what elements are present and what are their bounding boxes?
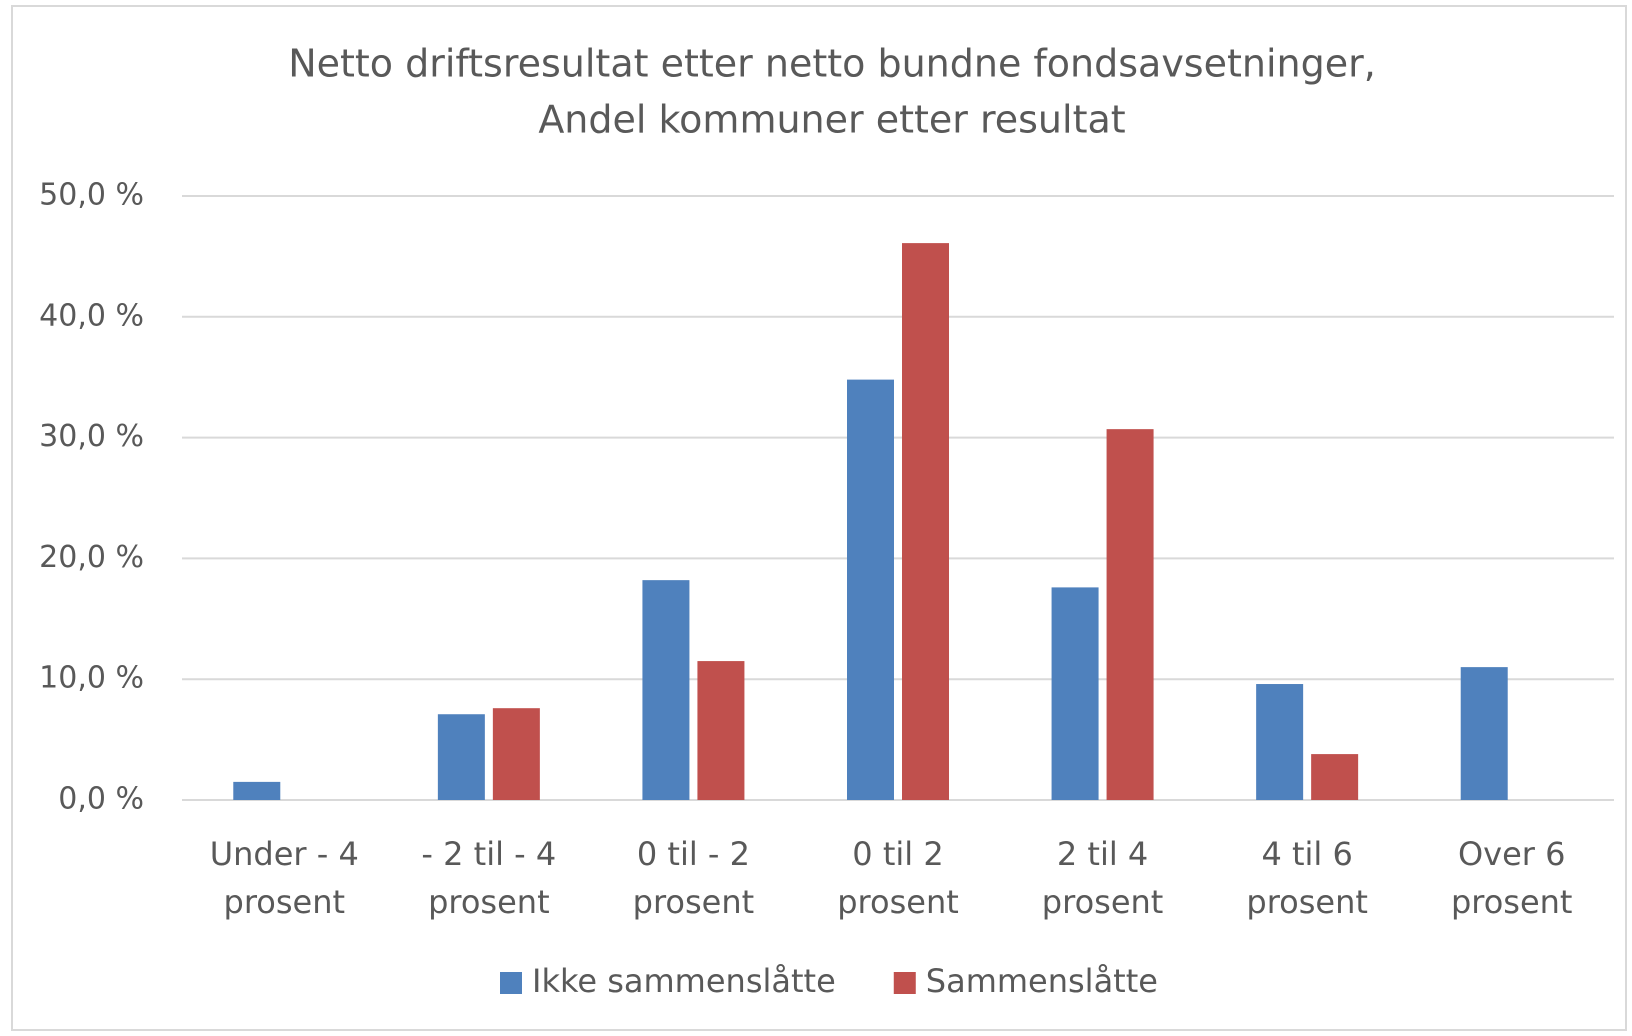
- bar: [902, 243, 949, 800]
- x-tick-label: Under - 4 prosent: [209, 835, 359, 921]
- chart-title: Netto driftsresultat etter netto bundne …: [288, 42, 1376, 86]
- x-tick-label: 2 til 4 prosent: [1041, 835, 1164, 921]
- chart-title: Andel kommuner etter resultat: [538, 98, 1125, 142]
- bar: [642, 580, 690, 800]
- y-tick-label: 0,0 %: [58, 782, 144, 817]
- x-tick-label: Over 6 prosent: [1450, 835, 1573, 921]
- x-tick-label: 4 til 6 prosent: [1246, 835, 1368, 921]
- legend-label: Sammenslåtte: [926, 962, 1158, 1000]
- legend-swatch: [500, 972, 522, 994]
- bar: [1106, 429, 1154, 800]
- x-tick-label: 0 til - 2 prosent: [632, 835, 755, 921]
- legend-swatch: [893, 972, 916, 994]
- bar: [1051, 587, 1099, 800]
- bar: [1256, 684, 1304, 800]
- bar: [437, 714, 485, 800]
- y-tick-label: 50,0 %: [39, 178, 144, 213]
- x-tick-label: - 2 til - 4 prosent: [421, 835, 557, 921]
- chart-border: [11, 5, 1627, 1031]
- bar: [847, 379, 894, 800]
- y-tick-label: 40,0 %: [39, 298, 144, 333]
- y-tick-label: 10,0 %: [39, 661, 144, 696]
- bar: [1460, 667, 1508, 800]
- y-tick-label: 30,0 %: [39, 419, 144, 454]
- x-tick-label: 0 til 2 prosent: [837, 835, 959, 921]
- bar: [697, 661, 745, 800]
- bar: [233, 781, 281, 800]
- y-tick-label: 20,0 %: [39, 540, 144, 575]
- bar: [1311, 754, 1359, 800]
- legend-label: Ikke sammenslåtte: [532, 962, 836, 1000]
- bar: [492, 708, 540, 800]
